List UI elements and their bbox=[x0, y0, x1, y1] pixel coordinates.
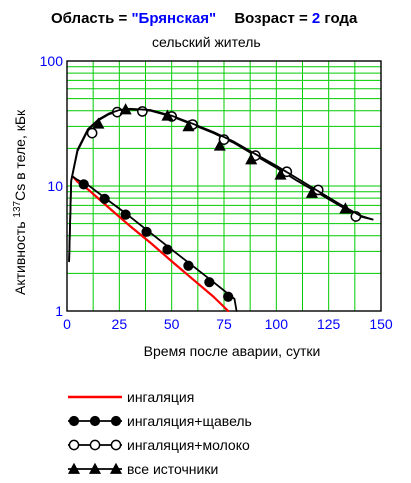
chart-title-line1: Область = "Брянская" Возраст = 2 года bbox=[51, 10, 358, 27]
y-tick-label: 1 bbox=[55, 303, 63, 319]
y-axis-label: Активность 137Cs в теле, кБк bbox=[12, 109, 28, 295]
series-marker-3 bbox=[245, 153, 258, 165]
series-marker-1 bbox=[78, 179, 89, 190]
age-unit: года bbox=[324, 10, 358, 27]
y-axis-label-isotope-mass: 137 bbox=[12, 200, 23, 217]
legend-label-1: ингаляция+щавель bbox=[127, 413, 252, 429]
series-marker-3 bbox=[161, 109, 174, 121]
series-marker-1 bbox=[223, 291, 234, 302]
x-axis-label: Время после аварии, сутки bbox=[144, 343, 321, 359]
series-marker-1 bbox=[162, 244, 173, 255]
y-axis-label-prefix: Активность bbox=[12, 218, 28, 295]
x-tick-label: 50 bbox=[164, 316, 180, 332]
legend-marker-3 bbox=[67, 462, 81, 474]
plot-area: 0 25 50 75 100 125 150 1 10 100 Время после аварии… bbox=[12, 53, 393, 359]
legend: ингаляция ингаляция+щавель ингаляция+молок… bbox=[67, 389, 252, 477]
series-marker-2 bbox=[137, 106, 148, 117]
x-tick-label: 100 bbox=[265, 316, 289, 332]
series-marker-3 bbox=[339, 202, 352, 214]
x-tick-label: 125 bbox=[317, 316, 341, 332]
plot-border bbox=[66, 60, 382, 312]
legend-label-3: все источники bbox=[127, 461, 218, 477]
series-marker-2 bbox=[86, 127, 98, 139]
legend-marker-1 bbox=[68, 415, 80, 427]
legend-label-0: ингаляция bbox=[127, 389, 194, 405]
age-value: 2 bbox=[312, 10, 320, 27]
series-marker-1 bbox=[99, 193, 110, 204]
legend-marker-3 bbox=[88, 462, 102, 474]
region-value: "Брянская" bbox=[131, 10, 216, 27]
series-marker-3 bbox=[182, 120, 195, 132]
legend-marker-1 bbox=[110, 415, 122, 427]
y-tick-label: 10 bbox=[47, 178, 63, 194]
series-marker-3 bbox=[305, 186, 318, 198]
series-marker-3 bbox=[92, 117, 105, 129]
series-marker-3 bbox=[213, 139, 226, 151]
series-line-3 bbox=[68, 107, 374, 263]
series-marker-3 bbox=[274, 168, 287, 180]
legend-marker-2 bbox=[110, 439, 122, 451]
series-marker-1 bbox=[141, 226, 152, 237]
series-marker-3 bbox=[119, 103, 132, 115]
x-tick-label: 25 bbox=[112, 316, 128, 332]
legend-marker-1 bbox=[89, 415, 101, 427]
region-label: Область = bbox=[51, 10, 131, 27]
chart-title-line2: сельский житель bbox=[152, 34, 261, 50]
y-axis-label-isotope: Cs в теле, кБк bbox=[12, 109, 28, 201]
legend-label-2: ингаляция+молоко bbox=[127, 437, 250, 453]
y-tick-label: 100 bbox=[40, 53, 64, 69]
series-marker-1 bbox=[204, 277, 215, 288]
legend-marker-2 bbox=[89, 439, 101, 451]
x-tick-label: 150 bbox=[369, 316, 393, 332]
x-tick-label: 75 bbox=[216, 316, 232, 332]
legend-marker-3 bbox=[109, 462, 123, 474]
legend-marker-2 bbox=[68, 439, 80, 451]
x-tick-label: 0 bbox=[63, 316, 71, 332]
series-marker-1 bbox=[120, 209, 131, 220]
age-label: Возраст = bbox=[234, 10, 312, 27]
series-marker-1 bbox=[183, 260, 194, 271]
